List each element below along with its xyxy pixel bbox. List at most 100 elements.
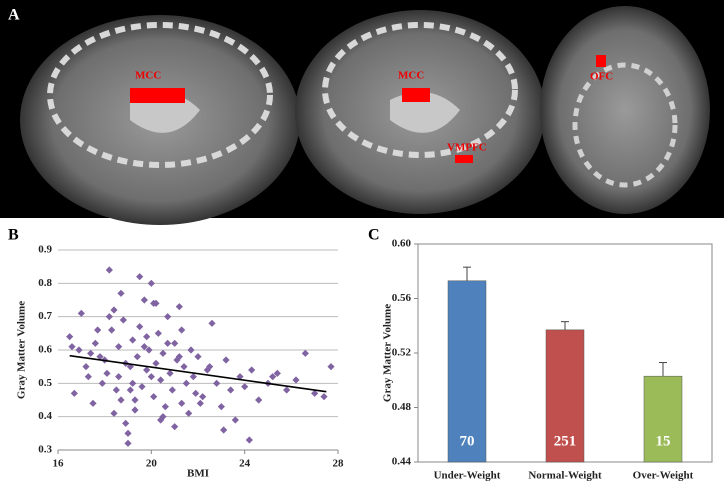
y-tick-label: 0.60 — [392, 238, 412, 250]
y-tick-label: 0.3 — [38, 444, 52, 456]
point — [206, 363, 214, 371]
point — [220, 426, 228, 434]
point — [131, 406, 139, 414]
point — [231, 416, 239, 424]
point — [192, 389, 200, 397]
point — [182, 379, 190, 387]
point — [154, 329, 162, 337]
point — [175, 303, 183, 311]
bar — [643, 375, 683, 463]
point — [320, 393, 328, 401]
region-label: VMPFC — [447, 142, 487, 154]
point — [227, 386, 235, 394]
point — [89, 399, 97, 407]
y-tick-label: 0.5 — [38, 377, 52, 389]
x-tick-label: Normal-Weight — [528, 470, 602, 482]
x-tick-label: Over-Weight — [633, 470, 694, 482]
point — [185, 409, 193, 417]
vmpfc-blob — [455, 155, 473, 163]
point — [115, 373, 123, 381]
point — [164, 313, 172, 321]
x-axis-title: BMI — [187, 468, 209, 480]
x-tick-label: 24 — [239, 458, 251, 470]
panel-label: C — [368, 227, 380, 244]
point — [91, 339, 99, 347]
point — [136, 273, 144, 281]
point — [140, 343, 148, 351]
point — [273, 369, 281, 377]
x-tick-label: 20 — [146, 458, 158, 470]
x-tick-label: Under-Weight — [434, 470, 501, 482]
cortex-folds — [572, 62, 678, 188]
point — [94, 326, 102, 334]
point — [327, 363, 335, 371]
point — [255, 396, 263, 404]
region-label: MCC — [135, 70, 161, 82]
point — [105, 313, 113, 321]
point — [150, 393, 158, 401]
point — [178, 326, 186, 334]
point — [171, 423, 179, 431]
point — [75, 346, 83, 354]
point — [84, 373, 92, 381]
point — [236, 373, 244, 381]
point — [70, 389, 78, 397]
region-label: OFC — [590, 71, 613, 83]
point — [199, 393, 207, 401]
point — [217, 403, 225, 411]
point — [129, 379, 137, 387]
point — [159, 413, 167, 421]
point — [152, 359, 160, 367]
point — [129, 336, 137, 344]
point — [164, 339, 172, 347]
point — [283, 386, 291, 394]
mcc-blob — [402, 88, 430, 102]
point — [143, 366, 151, 374]
point — [292, 376, 300, 384]
cortex-folds — [47, 22, 273, 168]
point — [115, 343, 123, 351]
point — [133, 353, 141, 361]
point — [189, 373, 197, 381]
point — [311, 389, 319, 397]
point — [145, 346, 153, 354]
point — [108, 326, 116, 334]
point — [98, 379, 106, 387]
region-label: MCC — [398, 70, 424, 82]
point — [222, 356, 230, 364]
y-axis-title: Gray Matter Volume — [382, 304, 394, 402]
mcc-blob — [130, 88, 185, 103]
point — [110, 409, 118, 417]
trend-line — [69, 354, 327, 393]
point — [301, 349, 309, 357]
point — [208, 319, 216, 327]
cortex-folds — [322, 22, 518, 158]
point — [241, 383, 249, 391]
y-tick-label: 0.9 — [38, 244, 52, 256]
point — [110, 306, 118, 314]
point — [126, 386, 134, 394]
point — [161, 403, 169, 411]
point — [166, 369, 174, 377]
point — [213, 379, 221, 387]
y-tick-label: 0.56 — [392, 292, 412, 304]
count-label: 70 — [460, 433, 475, 449]
y-tick-label: 0.4 — [38, 410, 52, 422]
y-tick-label: 0.44 — [392, 456, 412, 468]
point — [194, 353, 202, 361]
point — [96, 353, 104, 361]
point — [159, 349, 167, 357]
point — [136, 323, 144, 331]
point — [124, 429, 132, 437]
point — [180, 363, 188, 371]
x-tick-label: 28 — [333, 458, 345, 470]
ofc-blob — [596, 55, 606, 67]
panel-label: A — [8, 7, 20, 24]
y-tick-label: 0.7 — [38, 310, 52, 322]
point — [196, 399, 204, 407]
count-label: 251 — [554, 433, 577, 449]
point — [119, 316, 127, 324]
x-tick-label: 16 — [53, 458, 65, 470]
